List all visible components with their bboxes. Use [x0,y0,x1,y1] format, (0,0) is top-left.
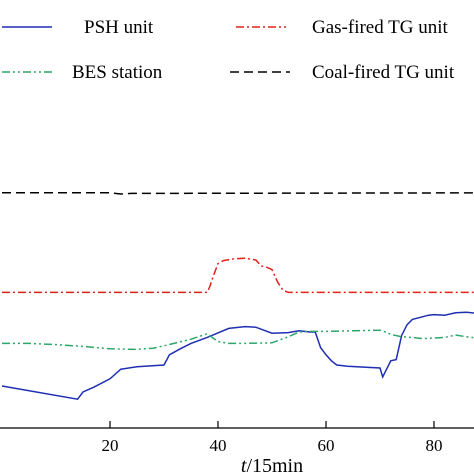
x-tick-label-80: 80 [426,436,443,455]
x-tick-label-60: 60 [318,436,335,455]
legend-label-gas-fired-tg-unit: Gas-fired TG unit [312,17,449,38]
series-layer [1,192,474,401]
x-tick-label-40: 40 [210,436,227,455]
x-axis-label-unit: /15min [246,455,303,474]
x-axis-label: t/15min [241,455,303,474]
x-axis-ticks: 20 40 60 80 [102,421,443,455]
legend-label-coal-fired-tg-unit: Coal-fired TG unit [312,62,455,83]
x-tick-label-20: 20 [102,436,119,455]
series-line-coal-fired-tg-unit [2,192,474,195]
legend: PSH unit Gas-fired TG unit BES station C… [2,17,455,83]
legend-label-bes-station: BES station [72,62,163,83]
series-line-psh-unit [1,311,474,401]
x-axis-label-italic: t [241,455,247,474]
legend-label-psh-unit: PSH unit [84,17,154,38]
